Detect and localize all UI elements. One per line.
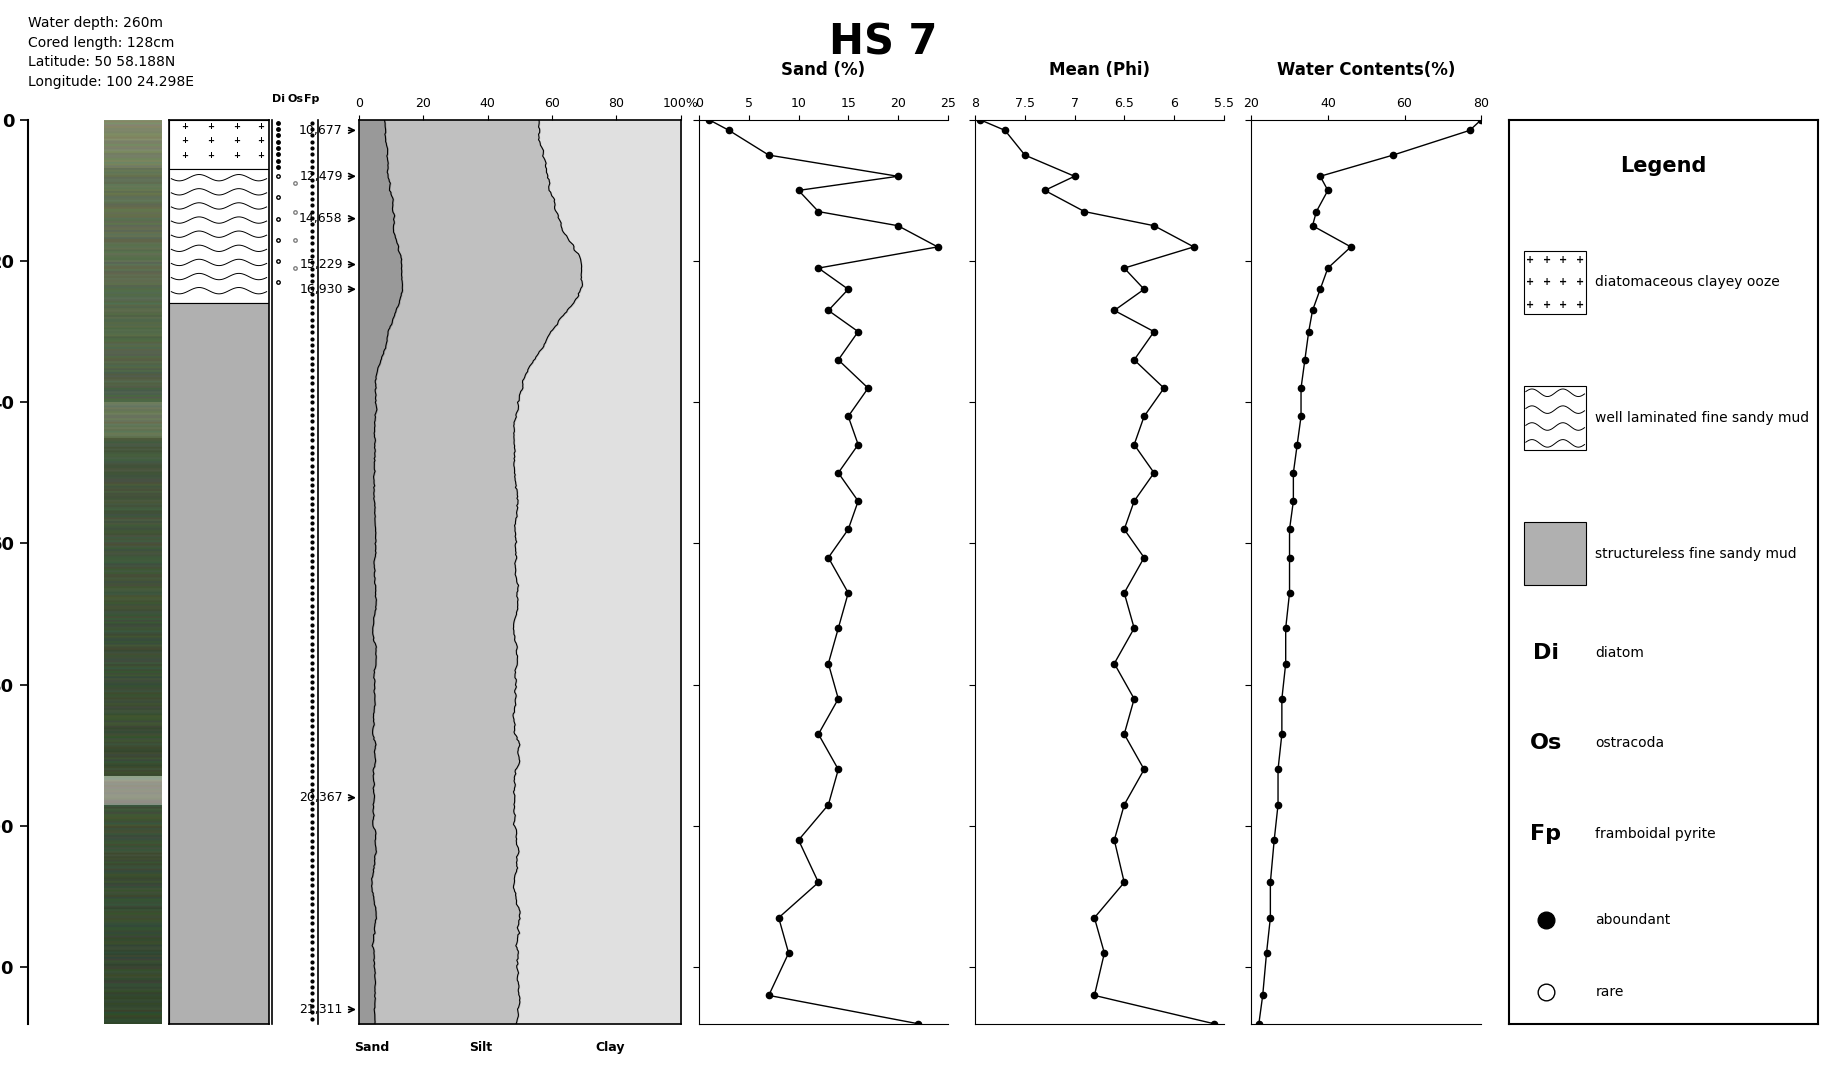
Text: +: + [1526, 255, 1534, 266]
Text: +: + [1558, 255, 1567, 266]
Text: 10,677: 10,677 [298, 124, 342, 137]
Text: +: + [1558, 278, 1567, 287]
Text: +: + [208, 136, 215, 146]
Text: Water depth: 260m
Cored length: 128cm
Latitude: 50 58.188N
Longitude: 100 24.298: Water depth: 260m Cored length: 128cm La… [28, 16, 193, 89]
Text: Di: Di [1532, 644, 1558, 663]
Text: +: + [180, 150, 188, 160]
Text: 16,930: 16,930 [300, 283, 342, 296]
Bar [1523, 522, 1585, 585]
Text: aboundant: aboundant [1594, 913, 1670, 927]
Bar [1523, 250, 1585, 314]
Text: 20,367: 20,367 [300, 792, 342, 804]
Text: +: + [1558, 299, 1567, 309]
Text: +: + [234, 136, 241, 146]
Text: rare: rare [1594, 986, 1622, 999]
Text: Os: Os [1528, 734, 1561, 754]
Text: Legend: Legend [1620, 156, 1705, 176]
Bar [169, 120, 268, 169]
Text: +: + [1526, 299, 1534, 309]
Text: +: + [1543, 255, 1550, 266]
Title: Water Contents(%): Water Contents(%) [1276, 61, 1455, 78]
Text: 12,479: 12,479 [300, 170, 342, 183]
Text: structureless fine sandy mud: structureless fine sandy mud [1594, 547, 1797, 561]
Text: Fp: Fp [303, 94, 320, 103]
Bar [1523, 387, 1585, 450]
Text: 21,311: 21,311 [300, 1003, 342, 1016]
Bar [169, 169, 268, 304]
Text: Clay: Clay [594, 1041, 625, 1054]
Text: Os: Os [287, 94, 303, 103]
Text: framboidal pyrite: framboidal pyrite [1594, 827, 1716, 841]
Text: +: + [180, 122, 188, 132]
Text: +: + [257, 122, 265, 132]
Text: +: + [1543, 299, 1550, 309]
Text: well laminated fine sandy mud: well laminated fine sandy mud [1594, 411, 1808, 425]
Bar [169, 304, 268, 1024]
Title: Sand (%): Sand (%) [782, 61, 864, 78]
Text: diatom: diatom [1594, 646, 1644, 660]
Text: +: + [234, 122, 241, 132]
Text: +: + [1526, 278, 1534, 287]
Text: +: + [208, 122, 215, 132]
Text: Di: Di [272, 94, 285, 103]
Text: +: + [1574, 255, 1583, 266]
Text: +: + [1574, 299, 1583, 309]
Text: +: + [257, 136, 265, 146]
Text: +: + [257, 150, 265, 160]
Text: 15,229: 15,229 [300, 258, 342, 271]
Text: +: + [180, 136, 188, 146]
Text: diatomaceous clayey ooze: diatomaceous clayey ooze [1594, 276, 1778, 290]
Text: Fp: Fp [1530, 824, 1561, 844]
Text: Sand: Sand [353, 1041, 390, 1054]
Text: +: + [234, 150, 241, 160]
Text: Silt: Silt [469, 1041, 493, 1054]
Text: +: + [208, 150, 215, 160]
Text: ostracoda: ostracoda [1594, 736, 1664, 750]
Text: +: + [1543, 278, 1550, 287]
Text: 14,658: 14,658 [300, 212, 342, 225]
Text: HS 7: HS 7 [829, 22, 936, 64]
Text: +: + [1574, 278, 1583, 287]
Title: Mean (Phi): Mean (Phi) [1048, 61, 1149, 78]
